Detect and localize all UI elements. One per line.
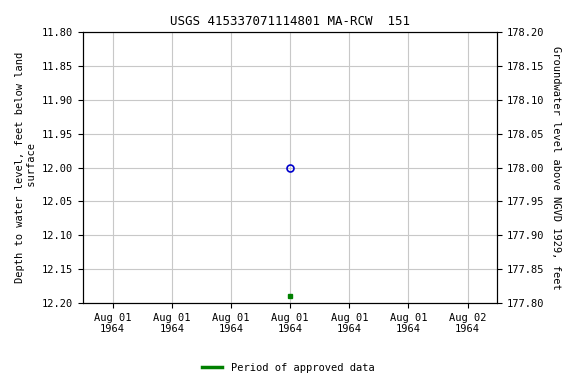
Legend: Period of approved data: Period of approved data xyxy=(198,359,378,377)
Y-axis label: Depth to water level, feet below land
 surface: Depth to water level, feet below land su… xyxy=(15,52,37,283)
Y-axis label: Groundwater level above NGVD 1929, feet: Groundwater level above NGVD 1929, feet xyxy=(551,46,561,290)
Title: USGS 415337071114801 MA-RCW  151: USGS 415337071114801 MA-RCW 151 xyxy=(170,15,410,28)
